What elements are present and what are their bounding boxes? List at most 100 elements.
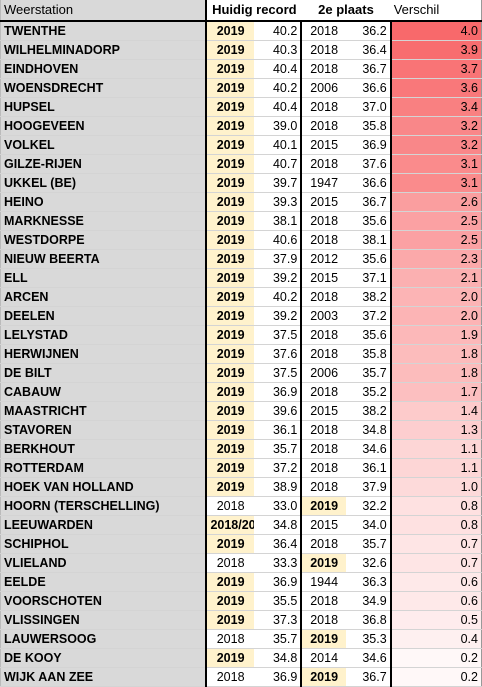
second-year-cell: 2018 — [301, 154, 346, 174]
second-year-cell: 2018 — [301, 344, 346, 364]
second-value-cell: 37.6 — [345, 154, 392, 174]
table-row: DE KOOY 2019 34.8 2014 34.6 0.2 — [0, 648, 482, 668]
record-year-cell: 2019 — [206, 59, 254, 79]
record-value-cell: 35.5 — [253, 591, 303, 611]
second-value-cell: 37.1 — [345, 268, 392, 288]
record-year-cell: 2019 — [206, 230, 254, 250]
second-value-cell: 36.9 — [345, 135, 392, 155]
second-value-cell: 35.8 — [345, 116, 392, 136]
header-current-record: Huidig record — [206, 0, 302, 22]
table-row: HEINO 2019 39.3 2015 36.7 2.6 — [0, 192, 482, 212]
second-value-cell: 35.2 — [345, 382, 392, 402]
station-cell: ARCEN — [0, 287, 208, 307]
record-year-cell: 2019 — [206, 591, 254, 611]
second-value-cell: 35.3 — [345, 629, 392, 649]
station-cell: VOLKEL — [0, 135, 208, 155]
difference-cell: 3.2 — [390, 135, 482, 155]
second-year-cell: 2019 — [301, 629, 346, 649]
record-value-cell: 35.7 — [253, 629, 303, 649]
station-cell: BERKHOUT — [0, 439, 208, 459]
record-value-cell: 39.7 — [253, 173, 303, 193]
second-year-cell: 2019 — [301, 553, 346, 573]
station-cell: ROTTERDAM — [0, 458, 208, 478]
table-row: VLISSINGEN 2019 37.3 2018 36.8 0.5 — [0, 610, 482, 630]
second-year-cell: 2006 — [301, 363, 346, 383]
difference-cell: 1.0 — [390, 477, 482, 497]
second-value-cell: 35.6 — [345, 211, 392, 231]
second-value-cell: 36.6 — [345, 78, 392, 98]
difference-cell: 2.0 — [390, 287, 482, 307]
second-year-cell: 2003 — [301, 306, 346, 326]
second-year-cell: 2018 — [301, 591, 346, 611]
header-station: Weerstation — [0, 0, 208, 22]
second-year-cell: 2018 — [301, 97, 346, 117]
second-year-cell: 2012 — [301, 249, 346, 269]
record-year-cell: 2019 — [206, 572, 254, 592]
table-row: BERKHOUT 2019 35.7 2018 34.6 1.1 — [0, 439, 482, 459]
station-cell: STAVOREN — [0, 420, 208, 440]
second-value-cell: 36.7 — [345, 667, 392, 687]
record-year-cell: 2019 — [206, 363, 254, 383]
difference-cell: 3.6 — [390, 78, 482, 98]
station-cell: LAUWERSOOG — [0, 629, 208, 649]
difference-cell: 3.1 — [390, 173, 482, 193]
record-value-cell: 37.6 — [253, 344, 303, 364]
station-cell: HUPSEL — [0, 97, 208, 117]
station-cell: HEINO — [0, 192, 208, 212]
second-year-cell: 2018 — [301, 458, 346, 478]
record-value-cell: 36.9 — [253, 572, 303, 592]
station-cell: UKKEL (BE) — [0, 173, 208, 193]
second-year-cell: 2018 — [301, 477, 346, 497]
table-row: MARKNESSE 2019 38.1 2018 35.6 2.5 — [0, 211, 482, 231]
difference-cell: 2.3 — [390, 249, 482, 269]
header-difference: Verschil — [390, 0, 482, 22]
second-year-cell: 2018 — [301, 211, 346, 231]
table-row: TWENTHE 2019 40.2 2018 36.2 4.0 — [0, 21, 482, 41]
second-year-cell: 2018 — [301, 59, 346, 79]
record-value-cell: 40.1 — [253, 135, 303, 155]
station-cell: WILHELMINADORP — [0, 40, 208, 60]
station-cell: LEEUWARDEN — [0, 515, 208, 535]
station-cell: VLIELAND — [0, 553, 208, 573]
second-value-cell: 34.6 — [345, 439, 392, 459]
record-year-cell: 2019 — [206, 78, 254, 98]
record-value-cell: 36.4 — [253, 534, 303, 554]
record-year-cell: 2019 — [206, 477, 254, 497]
record-year-cell: 2019 — [206, 648, 254, 668]
difference-cell: 4.0 — [390, 21, 482, 41]
record-year-cell: 2019 — [206, 325, 254, 345]
record-value-cell: 40.4 — [253, 59, 303, 79]
record-year-cell: 2019 — [206, 268, 254, 288]
second-year-cell: 2018 — [301, 230, 346, 250]
second-value-cell: 34.0 — [345, 515, 392, 535]
record-year-cell: 2019 — [206, 135, 254, 155]
difference-cell: 0.7 — [390, 553, 482, 573]
station-cell: WOENSDRECHT — [0, 78, 208, 98]
record-value-cell: 37.9 — [253, 249, 303, 269]
record-year-cell: 2019 — [206, 154, 254, 174]
record-value-cell: 39.2 — [253, 268, 303, 288]
second-year-cell: 2015 — [301, 515, 346, 535]
table-row: CABAUW 2019 36.9 2018 35.2 1.7 — [0, 382, 482, 402]
record-year-cell: 2019 — [206, 40, 254, 60]
record-value-cell: 40.7 — [253, 154, 303, 174]
record-value-cell: 39.0 — [253, 116, 303, 136]
second-value-cell: 36.1 — [345, 458, 392, 478]
table-row: WESTDORPE 2019 40.6 2018 38.1 2.5 — [0, 230, 482, 250]
second-value-cell: 34.9 — [345, 591, 392, 611]
table-row: EELDE 2019 36.9 1944 36.3 0.6 — [0, 572, 482, 592]
difference-cell: 0.8 — [390, 515, 482, 535]
station-cell: DEELEN — [0, 306, 208, 326]
station-cell: TWENTHE — [0, 21, 208, 41]
record-value-cell: 37.5 — [253, 325, 303, 345]
record-year-cell: 2018 — [206, 629, 254, 649]
difference-cell: 3.2 — [390, 116, 482, 136]
second-value-cell: 36.6 — [345, 173, 392, 193]
table-row: STAVOREN 2019 36.1 2018 34.8 1.3 — [0, 420, 482, 440]
table-row: GILZE-RIJEN 2019 40.7 2018 37.6 3.1 — [0, 154, 482, 174]
table-row: HOEK VAN HOLLAND 2019 38.9 2018 37.9 1.0 — [0, 477, 482, 497]
record-year-cell: 2019 — [206, 610, 254, 630]
station-cell: NIEUW BEERTA — [0, 249, 208, 269]
second-year-cell: 2018 — [301, 610, 346, 630]
